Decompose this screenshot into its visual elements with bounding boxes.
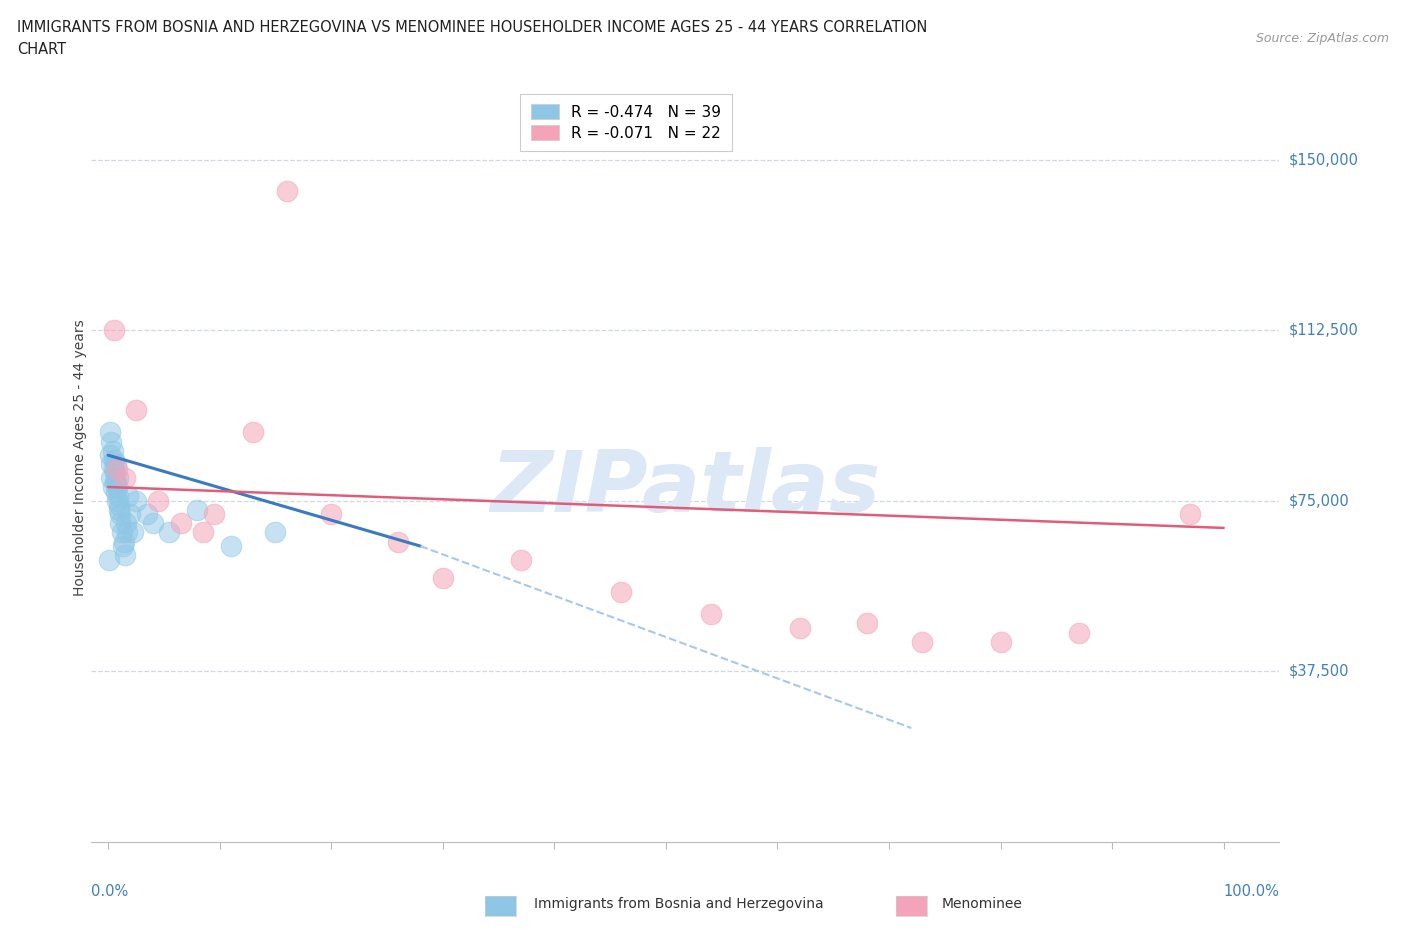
Point bbox=[699, 607, 721, 622]
Point bbox=[276, 184, 298, 199]
Point bbox=[105, 493, 128, 508]
Point bbox=[108, 502, 131, 517]
Point bbox=[855, 616, 877, 631]
Text: $75,000: $75,000 bbox=[1289, 493, 1350, 508]
Point bbox=[125, 403, 148, 418]
Point bbox=[100, 471, 122, 485]
Point bbox=[103, 452, 125, 467]
Point bbox=[98, 425, 121, 440]
Point bbox=[107, 471, 129, 485]
Point bbox=[117, 488, 139, 503]
Y-axis label: Householder Income Ages 25 - 44 years: Householder Income Ages 25 - 44 years bbox=[73, 320, 87, 596]
Text: 0.0%: 0.0% bbox=[91, 884, 128, 899]
Text: IMMIGRANTS FROM BOSNIA AND HERZEGOVINA VS MENOMINEE HOUSEHOLDER INCOME AGES 25 -: IMMIGRANTS FROM BOSNIA AND HERZEGOVINA V… bbox=[17, 20, 927, 35]
Point bbox=[107, 488, 129, 503]
Point bbox=[321, 507, 343, 522]
Point bbox=[169, 516, 191, 531]
Point bbox=[202, 507, 225, 522]
Point bbox=[101, 444, 124, 458]
Point bbox=[120, 507, 142, 522]
Point bbox=[104, 485, 127, 499]
Point bbox=[264, 525, 287, 540]
Point bbox=[121, 525, 143, 540]
Text: $112,500: $112,500 bbox=[1289, 323, 1358, 338]
Point bbox=[242, 425, 264, 440]
Point bbox=[1067, 625, 1090, 640]
Point bbox=[103, 461, 125, 476]
Text: Menominee: Menominee bbox=[942, 897, 1024, 911]
Text: Immigrants from Bosnia and Herzegovina: Immigrants from Bosnia and Herzegovina bbox=[534, 897, 824, 911]
Point bbox=[98, 552, 121, 567]
Point bbox=[105, 461, 128, 476]
Point bbox=[104, 475, 127, 490]
Point bbox=[104, 457, 127, 472]
Point bbox=[114, 548, 136, 563]
Text: $150,000: $150,000 bbox=[1289, 153, 1360, 167]
Point bbox=[387, 534, 409, 549]
Point bbox=[104, 466, 127, 481]
Point bbox=[100, 457, 122, 472]
Point bbox=[509, 552, 531, 567]
Point bbox=[110, 516, 132, 531]
Point bbox=[115, 525, 138, 540]
Point bbox=[110, 507, 132, 522]
Point bbox=[108, 498, 131, 512]
Point bbox=[159, 525, 181, 540]
Point bbox=[990, 634, 1012, 649]
Point bbox=[105, 480, 128, 495]
Point bbox=[219, 538, 242, 553]
Legend: R = -0.474   N = 39, R = -0.071   N = 22: R = -0.474 N = 39, R = -0.071 N = 22 bbox=[520, 94, 731, 152]
Point bbox=[136, 507, 159, 522]
Point bbox=[125, 493, 148, 508]
Point bbox=[432, 570, 454, 585]
Point bbox=[610, 584, 633, 599]
Point bbox=[114, 471, 136, 485]
Point bbox=[98, 447, 121, 462]
Point bbox=[111, 538, 134, 553]
Point bbox=[100, 434, 122, 449]
Point bbox=[101, 480, 124, 495]
Text: Source: ZipAtlas.com: Source: ZipAtlas.com bbox=[1256, 32, 1389, 45]
Point bbox=[186, 502, 208, 517]
Point bbox=[103, 323, 125, 338]
Point bbox=[112, 534, 135, 549]
Point bbox=[1180, 507, 1202, 522]
Text: CHART: CHART bbox=[17, 42, 66, 57]
Point bbox=[104, 475, 127, 490]
Text: 100.0%: 100.0% bbox=[1223, 884, 1279, 899]
Point bbox=[148, 493, 170, 508]
Text: ZIPatlas: ZIPatlas bbox=[491, 447, 880, 530]
Point bbox=[911, 634, 934, 649]
Point bbox=[115, 516, 138, 531]
Point bbox=[191, 525, 214, 540]
Point bbox=[789, 620, 811, 635]
Text: $37,500: $37,500 bbox=[1289, 664, 1350, 679]
Point bbox=[142, 516, 165, 531]
Point bbox=[110, 525, 132, 540]
